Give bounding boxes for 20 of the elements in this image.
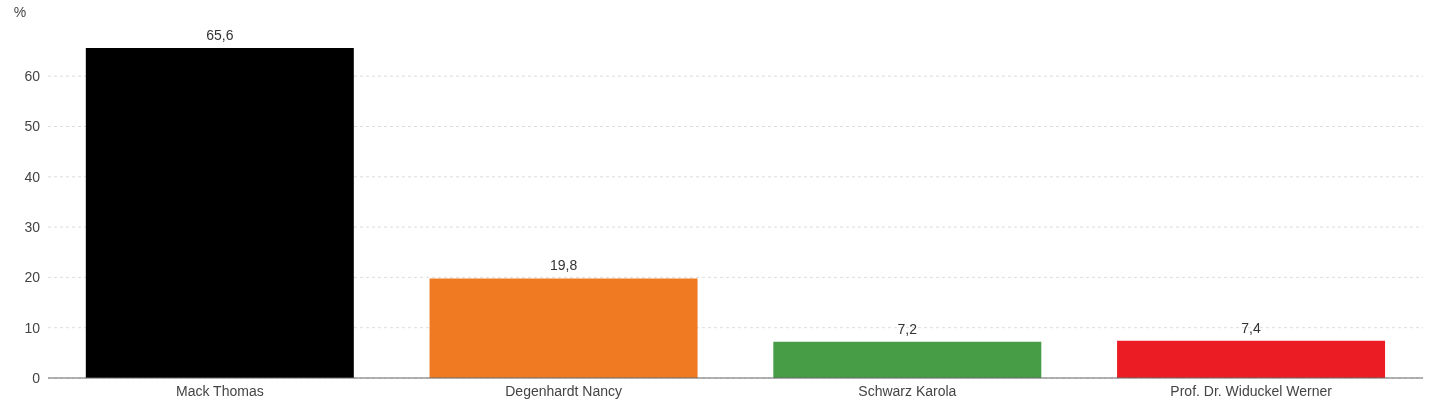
y-tick-label: 10 [24, 319, 41, 336]
x-tick-label: Mack Thomas [176, 382, 264, 399]
data-label: 65,6 [206, 27, 234, 43]
y-tick-label: 50 [24, 118, 41, 135]
bar [429, 278, 698, 378]
y-tick-label: 30 [24, 219, 41, 236]
y-tick-label: 60 [24, 68, 41, 85]
bar [773, 341, 1042, 378]
x-tick-label: Degenhardt Nancy [505, 382, 622, 399]
y-tick-label: 40 [24, 168, 41, 185]
data-label: 7,2 [897, 320, 918, 337]
bar [85, 48, 354, 378]
x-tick-label: Prof. Dr. Widuckel Werner [1170, 382, 1333, 399]
y-tick-label: 0 [32, 369, 41, 386]
y-axis-title: % [12, 4, 28, 20]
data-label: 7,4 [1241, 319, 1261, 336]
data-label: 19,8 [549, 257, 578, 274]
x-tick-label: Schwarz Karola [858, 382, 957, 399]
bar [1117, 340, 1386, 378]
y-tick-label: 20 [24, 269, 41, 286]
